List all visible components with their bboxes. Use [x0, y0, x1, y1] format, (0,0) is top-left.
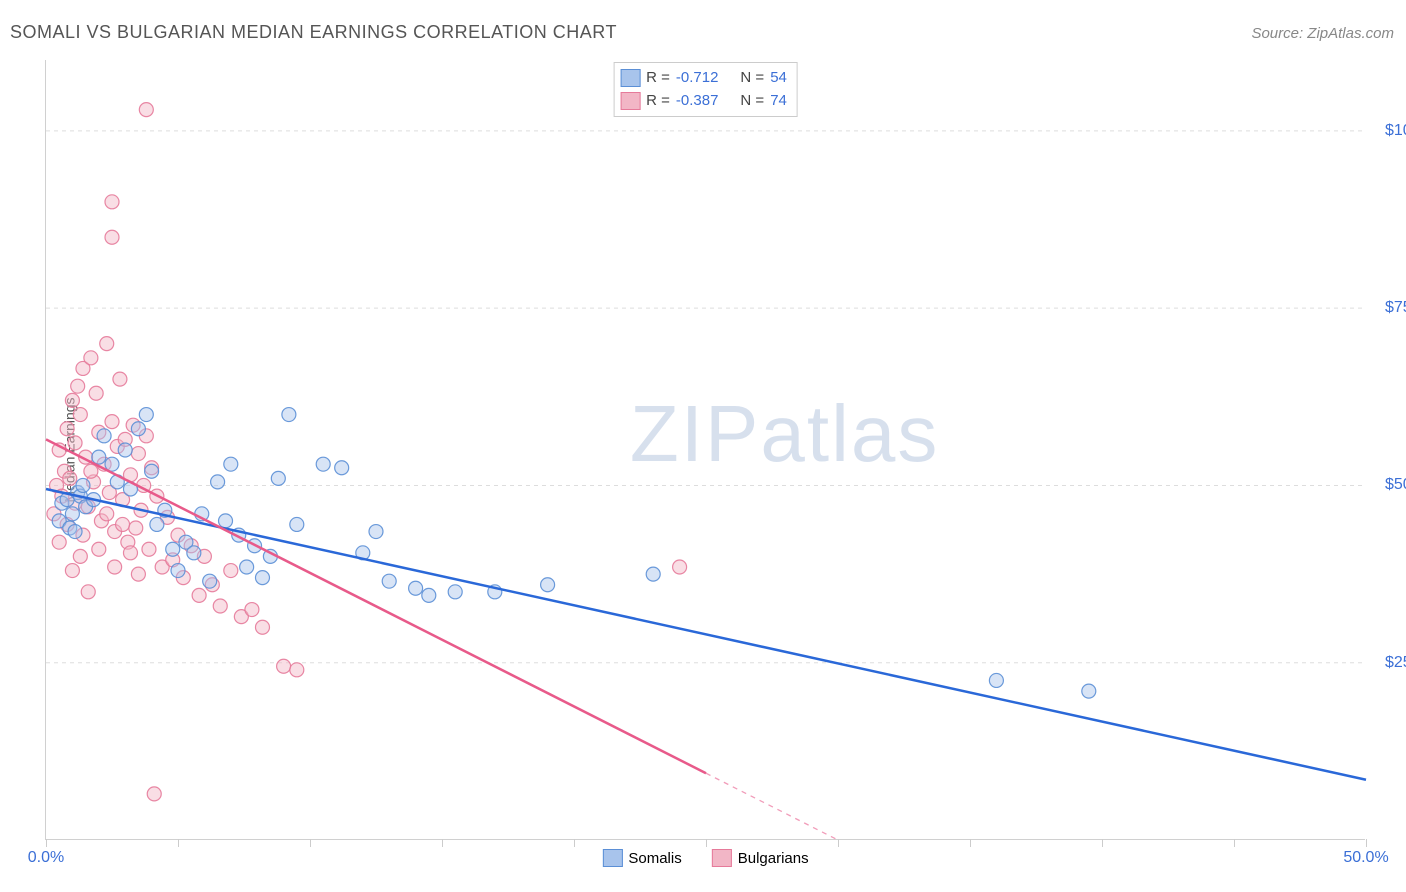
legend-stats-row-1: R = -0.712 N = 54 [620, 67, 787, 90]
legend-item-bulgarians: Bulgarians [712, 849, 809, 867]
legend-stats-box: R = -0.712 N = 54 R = -0.387 N = 74 [613, 62, 798, 117]
legend-swatch-bulgarians [620, 92, 640, 110]
legend-label-somalis: Somalis [628, 850, 681, 867]
legend-stats-row-2: R = -0.387 N = 74 [620, 90, 787, 113]
legend-label-bulgarians: Bulgarians [738, 850, 809, 867]
x-tick [1102, 839, 1103, 847]
x-tick [442, 839, 443, 847]
y-tick-label: $50,000 [1385, 476, 1406, 494]
legend-item-somalis: Somalis [602, 849, 681, 867]
legend-N-label-2: N = [740, 90, 764, 113]
y-tick-label: $100,000 [1385, 122, 1406, 140]
chart-source: Source: ZipAtlas.com [1251, 25, 1394, 42]
x-tick [310, 839, 311, 847]
legend-R-label-2: R = [646, 90, 670, 113]
legend-N-value-2: 74 [770, 90, 787, 113]
x-tick [46, 839, 47, 847]
legend-N-label-1: N = [740, 67, 764, 90]
x-tick [1366, 839, 1367, 847]
legend-R-value-1: -0.712 [676, 67, 719, 90]
legend-R-label-1: R = [646, 67, 670, 90]
x-tick-label: 50.0% [1343, 849, 1388, 867]
legend-N-value-1: 54 [770, 67, 787, 90]
legend-swatch-somalis [620, 69, 640, 87]
x-tick [574, 839, 575, 847]
chart-svg [46, 60, 1366, 840]
x-tick [970, 839, 971, 847]
y-tick-label: $75,000 [1385, 299, 1406, 317]
legend-swatch-bulgarians-icon [712, 849, 732, 867]
y-tick-label: $25,000 [1385, 654, 1406, 672]
chart-title: SOMALI VS BULGARIAN MEDIAN EARNINGS CORR… [10, 22, 617, 43]
legend-R-value-2: -0.387 [676, 90, 719, 113]
legend-swatch-somalis-icon [602, 849, 622, 867]
plot-container: Median Earnings ZIPatlas $25,000$50,000$… [45, 60, 1365, 840]
x-tick [706, 839, 707, 847]
x-tick [1234, 839, 1235, 847]
x-tick [838, 839, 839, 847]
x-tick-label: 0.0% [28, 849, 64, 867]
bottom-legend: Somalis Bulgarians [602, 849, 808, 867]
plot-area: ZIPatlas $25,000$50,000$75,000$100,000 0… [45, 60, 1365, 840]
chart-header: SOMALI VS BULGARIAN MEDIAN EARNINGS CORR… [10, 22, 1394, 43]
x-tick [178, 839, 179, 847]
